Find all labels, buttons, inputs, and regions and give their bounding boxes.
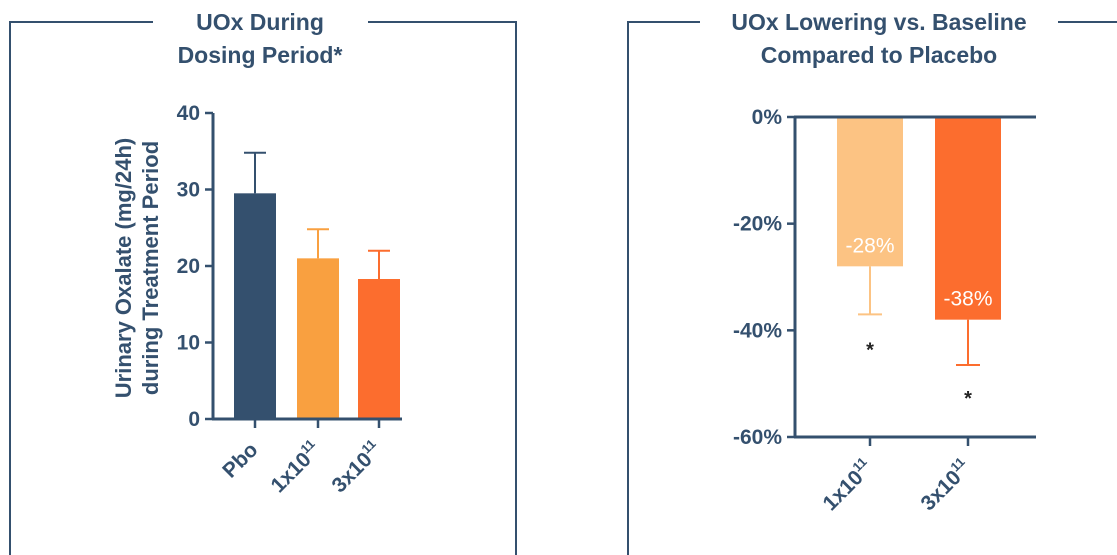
significance-mark: * — [964, 388, 972, 410]
y-tick-label: -20% — [733, 213, 782, 236]
x-tick-superscript: 11 — [947, 454, 967, 474]
right-panel-frame — [627, 21, 700, 555]
x-tick-label: 3x1011 — [914, 454, 975, 515]
x-tick-label: 1x1011 — [816, 454, 877, 515]
bar-pbo — [234, 193, 276, 419]
left-chart-title: UOx During Dosing Period* — [177, 9, 343, 68]
data-label: -38% — [943, 288, 992, 311]
x-tick-superscript: 11 — [849, 454, 869, 474]
significance-mark: * — [866, 339, 874, 361]
y-tick-label: 40 — [177, 102, 200, 125]
y-tick-label: -60% — [733, 426, 782, 449]
y-tick-label: 10 — [177, 332, 200, 355]
y-tick-label: 20 — [177, 255, 200, 278]
bar-3x10 — [358, 279, 400, 419]
left-panel-frame-right — [368, 21, 517, 555]
y-tick-label: 0% — [752, 106, 783, 129]
bar-high-dose — [935, 117, 1001, 320]
y-tick-label: 0 — [188, 408, 200, 431]
bar-1x10 — [297, 258, 339, 419]
data-label: -28% — [845, 234, 894, 257]
y-tick-label: -40% — [733, 319, 782, 342]
left-panel-frame — [9, 21, 153, 555]
right-chart-title: UOx Lowering vs. Baseline Compared to Pl… — [731, 9, 1027, 68]
bar-low-dose — [837, 117, 903, 267]
y-tick-label: 30 — [177, 179, 200, 202]
y-axis-label: Urinary Oxalate (mg/24h)during Treatment… — [111, 138, 163, 398]
